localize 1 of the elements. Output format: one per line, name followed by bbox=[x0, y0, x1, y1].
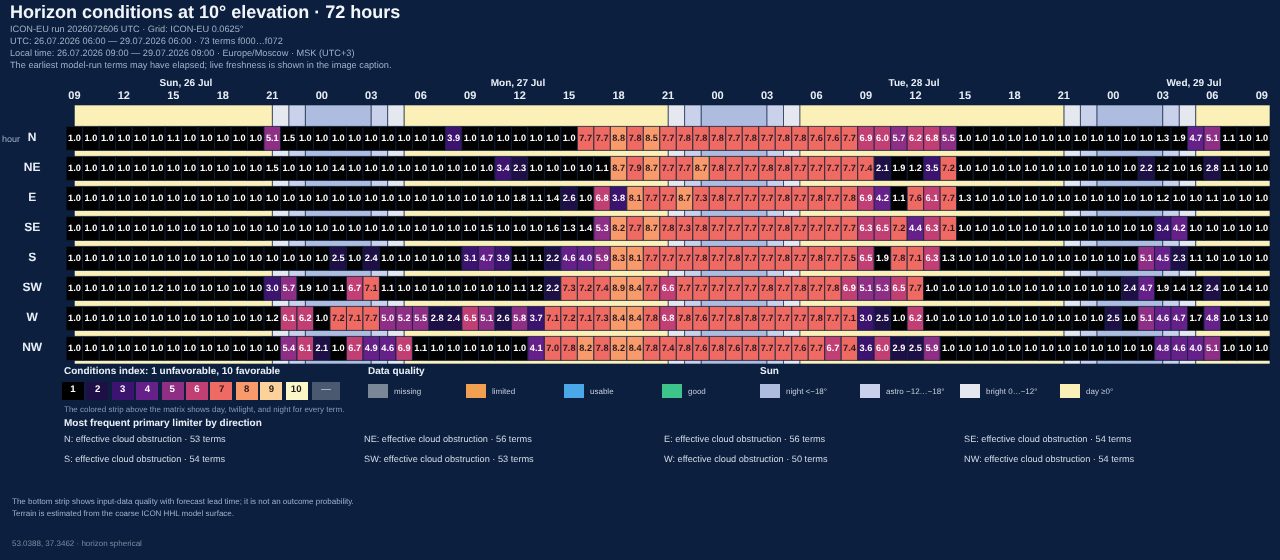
chart-title: Horizon conditions at 10° elevation · 72 hours bbox=[10, 2, 401, 22]
